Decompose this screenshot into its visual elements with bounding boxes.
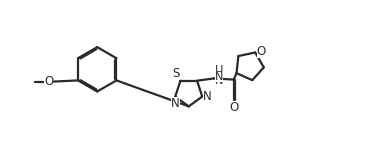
Text: H: H: [215, 68, 224, 78]
Text: N: N: [171, 97, 179, 110]
Text: N: N: [203, 90, 212, 103]
Text: S: S: [172, 67, 180, 80]
Text: O: O: [256, 45, 266, 58]
Text: H
N: H N: [215, 65, 223, 86]
Text: O: O: [44, 75, 54, 88]
Text: N: N: [215, 72, 224, 82]
Text: O: O: [230, 101, 239, 114]
